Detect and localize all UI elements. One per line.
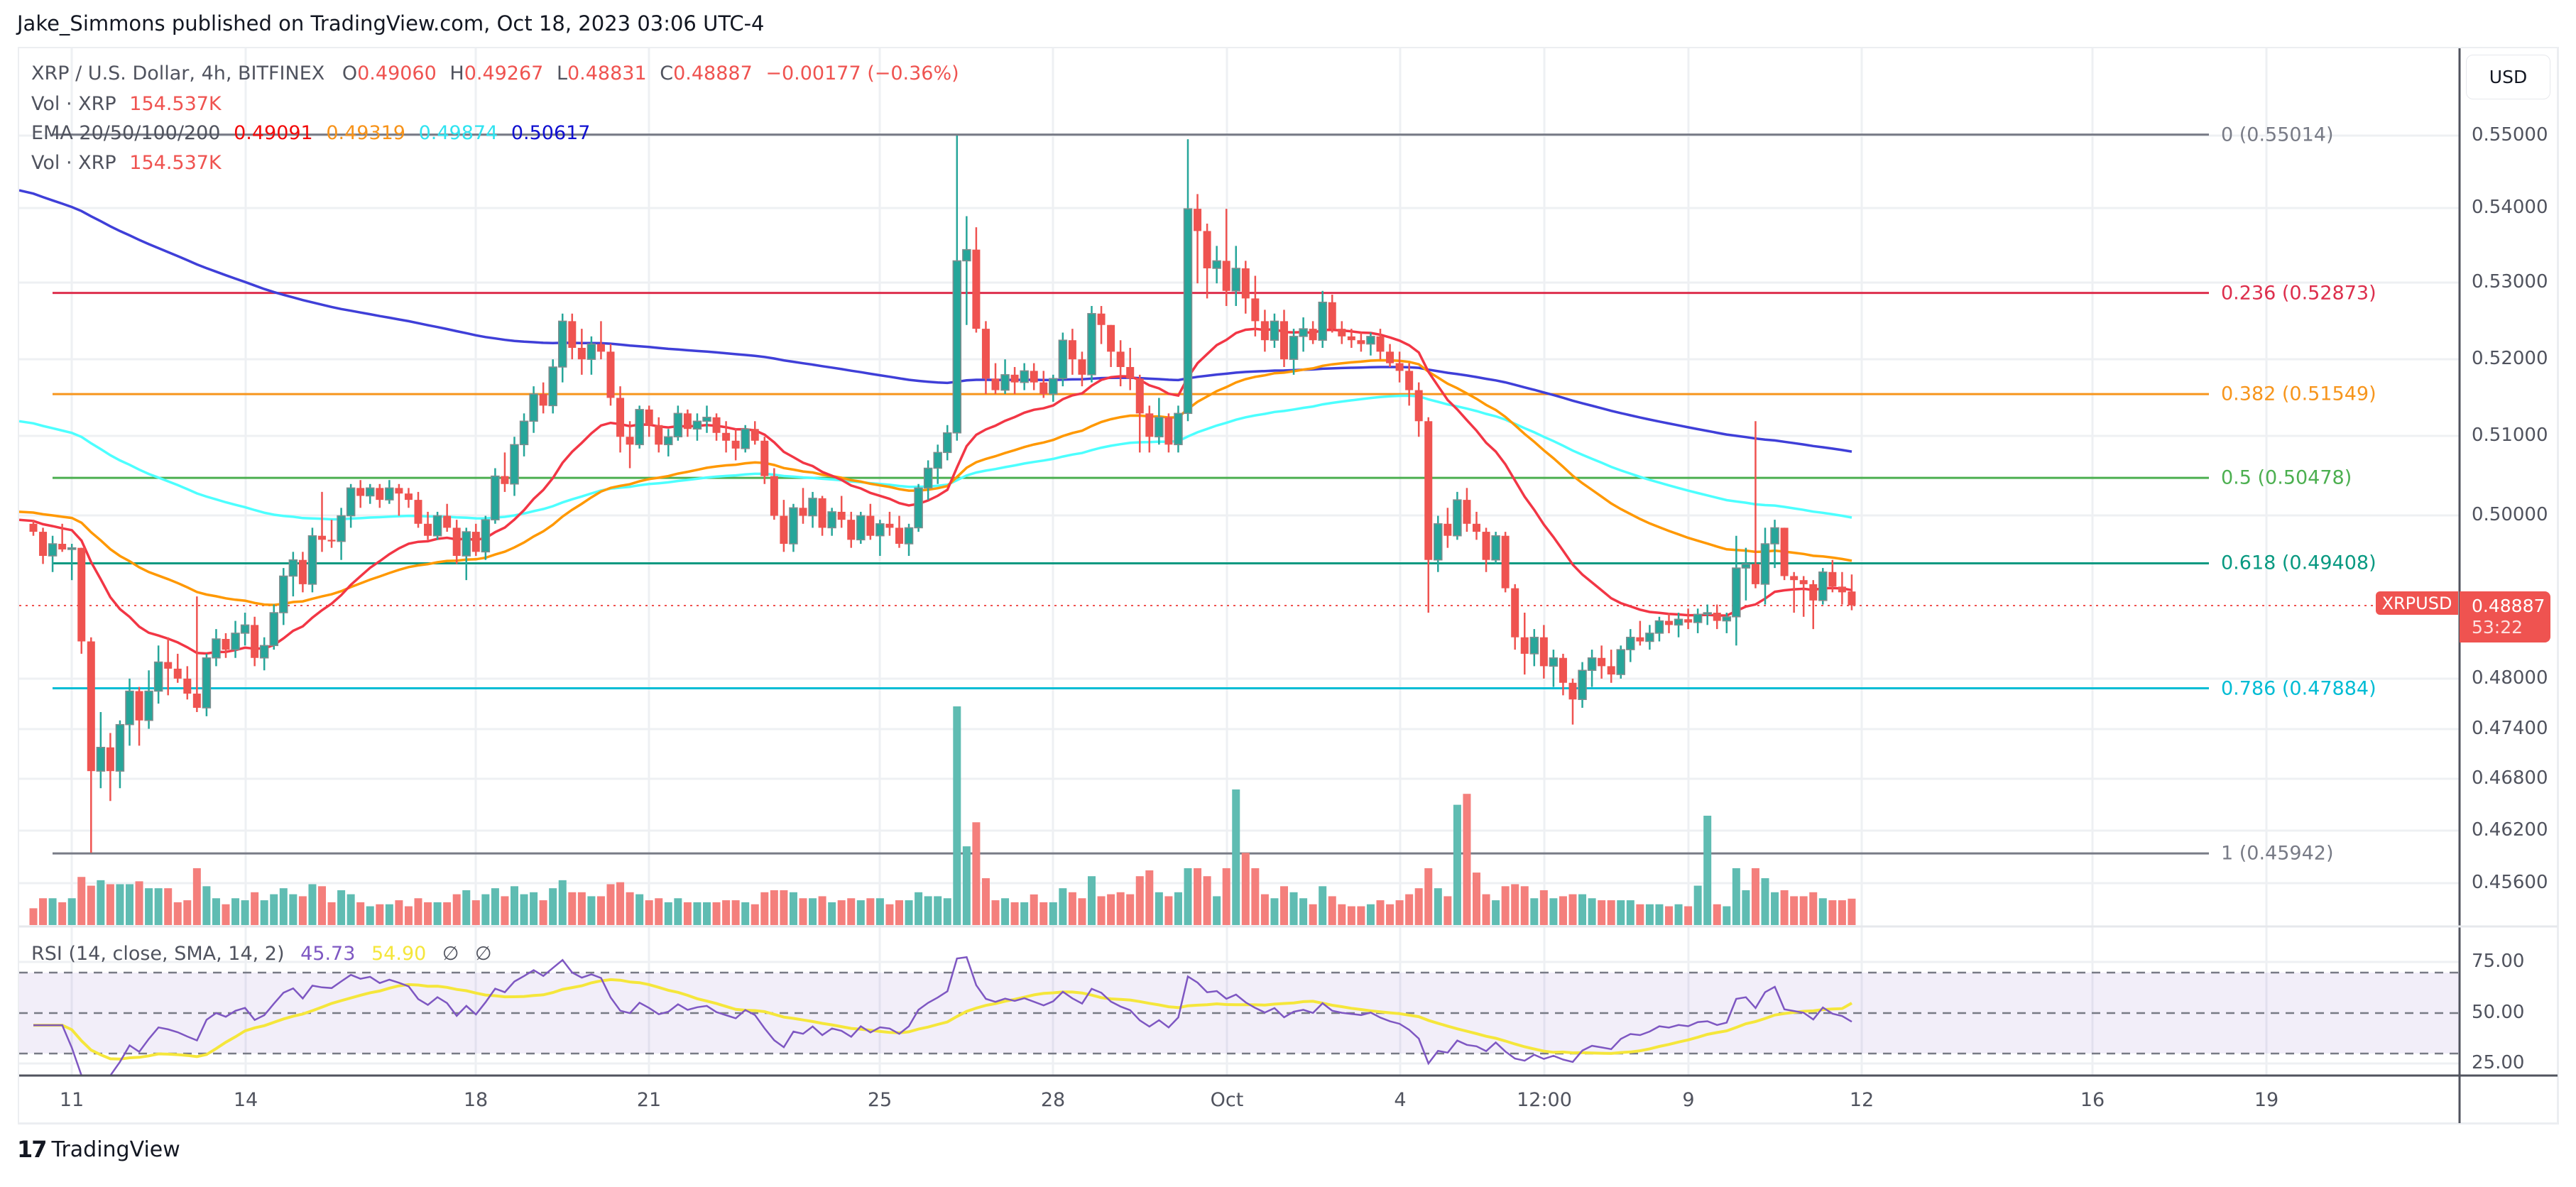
close-value: 0.48887 — [673, 62, 753, 84]
volume-legend-2[interactable]: Vol · XRP 154.537K — [31, 152, 229, 174]
volume-bars — [29, 706, 1856, 925]
price-tick: 0.53000 — [2472, 271, 2548, 292]
volume-value: 154.537K — [129, 93, 222, 115]
time-tick: 12:00 — [1517, 1089, 1572, 1111]
rsi-band — [19, 971, 2460, 1055]
price-tick: 0.52000 — [2472, 348, 2548, 369]
symbol-title[interactable]: XRP / U.S. Dollar, 4h, BITFINEX — [31, 62, 325, 84]
fib-level-label: 1 (0.45942) — [2221, 842, 2334, 865]
low-label: L — [556, 62, 567, 84]
fib-level-label: 0.236 (0.52873) — [2221, 282, 2376, 305]
change-value: −0.00177 (−0.36%) — [765, 62, 959, 84]
fib-level-label: 0.618 (0.49408) — [2221, 552, 2376, 574]
rsi-tick: 50.00 — [2472, 1002, 2525, 1023]
time-tick: 12 — [1849, 1089, 1874, 1111]
fib-level-label: 0 (0.55014) — [2221, 124, 2334, 146]
rsi-legend[interactable]: RSI (14, close, SMA, 14, 2) 45.73 54.90 … — [31, 943, 502, 965]
rsi-na-1: ∅ — [442, 943, 459, 965]
rsi-label: RSI (14, close, SMA, 14, 2) — [31, 943, 285, 965]
published-header: Jake_Simmons published on TradingView.co… — [17, 11, 765, 35]
high-value: 0.49267 — [464, 62, 544, 84]
time-tick: 18 — [463, 1089, 489, 1111]
candlesticks — [29, 136, 1856, 853]
rsi-tick: 75.00 — [2472, 951, 2525, 972]
fib-level-label: 0.786 (0.47884) — [2221, 677, 2376, 700]
price-tick: 0.46800 — [2472, 767, 2548, 789]
fibonacci-retracement[interactable] — [19, 133, 2376, 855]
volume-value-2: 154.537K — [129, 152, 222, 174]
symbol-legend[interactable]: XRP / U.S. Dollar, 4h, BITFINEX O0.49060… — [31, 62, 966, 84]
open-value: 0.49060 — [357, 62, 437, 84]
time-tick: 21 — [636, 1089, 662, 1111]
currency-button[interactable]: USD — [2466, 55, 2550, 99]
ema50-value: 0.49319 — [326, 122, 405, 144]
ema-label: EMA 20/50/100/200 — [31, 122, 221, 144]
fib-level-label: 0.382 (0.51549) — [2221, 383, 2376, 405]
ema200-value: 0.50617 — [511, 122, 591, 144]
close-label: C — [660, 62, 674, 84]
current-price-tag: 0.48887 53:22 — [2460, 591, 2550, 642]
ema-lines — [18, 189, 1852, 655]
rsi-sma-value: 54.90 — [371, 943, 427, 965]
fib-level-label: 0.5 (0.50478) — [2221, 466, 2352, 489]
rsi-value: 45.73 — [300, 943, 356, 965]
low-value: 0.48831 — [567, 62, 647, 84]
time-tick: Oct — [1210, 1089, 1244, 1111]
time-tick: 19 — [2254, 1089, 2279, 1111]
price-tick: 0.47400 — [2472, 718, 2548, 739]
time-tick: 9 — [1682, 1089, 1695, 1111]
volume-label: Vol · XRP — [31, 93, 116, 115]
price-tick: 0.51000 — [2472, 425, 2548, 446]
rsi-lines — [33, 956, 1852, 1077]
time-tick: 28 — [1040, 1089, 1066, 1111]
price-tick: 0.46200 — [2472, 819, 2548, 841]
high-label: H — [449, 62, 464, 84]
current-price: 0.48887 — [2472, 596, 2545, 616]
time-tick: 25 — [867, 1089, 893, 1111]
time-tick: 16 — [2080, 1089, 2105, 1111]
ema100-value: 0.49874 — [418, 122, 498, 144]
ema-legend[interactable]: EMA 20/50/100/200 0.49091 0.49319 0.4987… — [31, 122, 597, 144]
volume-label-2: Vol · XRP — [31, 152, 116, 174]
time-tick: 4 — [1394, 1089, 1407, 1111]
price-tick: 0.55000 — [2472, 124, 2548, 146]
tradingview-brand[interactable]: 17 TradingView — [17, 1136, 180, 1163]
ema20-value: 0.49091 — [234, 122, 313, 144]
tradingview-logo-icon: 17 — [17, 1136, 48, 1163]
volume-legend[interactable]: Vol · XRP 154.537K — [31, 93, 229, 115]
price-tick: 0.54000 — [2472, 197, 2548, 218]
time-tick: 11 — [59, 1089, 84, 1111]
price-tick: 0.50000 — [2472, 504, 2548, 525]
axis-borders — [18, 47, 2559, 1125]
bar-countdown: 53:22 — [2472, 617, 2523, 638]
symbol-price-tag: XRPUSD — [2376, 591, 2458, 615]
price-tick: 0.48000 — [2472, 667, 2548, 689]
time-tick: 14 — [233, 1089, 258, 1111]
price-tick: 0.45600 — [2472, 872, 2548, 893]
rsi-tick: 25.00 — [2472, 1052, 2525, 1073]
open-label: O — [342, 62, 358, 84]
brand-name: TradingView — [51, 1137, 180, 1162]
rsi-na-2: ∅ — [475, 943, 492, 965]
